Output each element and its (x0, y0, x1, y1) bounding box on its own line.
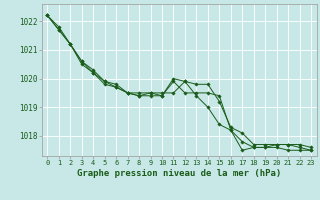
X-axis label: Graphe pression niveau de la mer (hPa): Graphe pression niveau de la mer (hPa) (77, 169, 281, 178)
